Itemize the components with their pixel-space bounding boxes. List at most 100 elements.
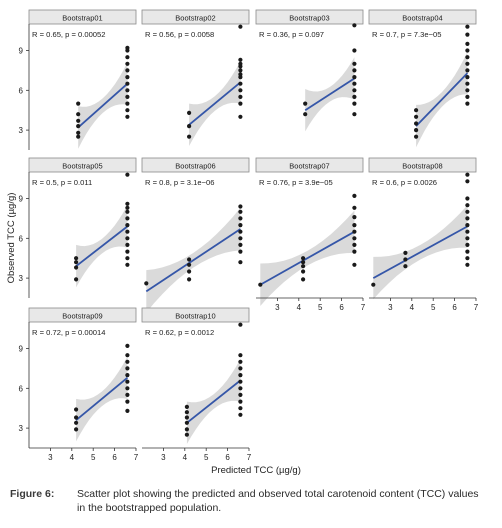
data-point [301, 269, 306, 274]
facet-panel-3: Bootstrap03 R = 0.36, p = 0.097 [255, 9, 364, 132]
data-point [465, 81, 470, 86]
data-point [238, 353, 243, 358]
correlation-annotation: R = 0.65, p = 0.00052 [32, 30, 105, 39]
data-point [465, 249, 470, 254]
y-tick-label: 3 [19, 126, 24, 135]
data-point [184, 404, 189, 409]
data-point [238, 209, 243, 214]
x-tick-label: 6 [339, 303, 344, 312]
data-point [238, 322, 243, 327]
data-point [125, 256, 130, 261]
data-point [125, 223, 130, 228]
x-tick-label: 3 [275, 303, 280, 312]
data-point [301, 256, 306, 261]
data-point [301, 260, 306, 265]
correlation-annotation: R = 0.62, p = 0.0012 [145, 328, 214, 337]
correlation-annotation: R = 0.72, p = 0.00014 [32, 328, 105, 337]
y-tick-label: 6 [19, 234, 24, 243]
data-point [238, 101, 243, 106]
data-point [465, 262, 470, 267]
data-point [125, 81, 130, 86]
facet-strip [28, 307, 137, 323]
data-point [187, 134, 192, 139]
data-point [76, 112, 81, 117]
data-point [125, 359, 130, 364]
data-point [125, 373, 130, 378]
facet-panel-1: Bootstrap01 R = 0.65, p = 0.00052 3 6 9 [19, 9, 137, 150]
data-point [352, 81, 357, 86]
data-point [465, 196, 470, 201]
facet-strip-title: Bootstrap04 [402, 14, 442, 23]
data-point [414, 128, 419, 133]
facet-strip [141, 9, 250, 25]
facet-panel-10: Bootstrap10 R = 0.62, p = 0.0012 3 4 5 6 7 [141, 307, 252, 462]
correlation-annotation: R = 0.8, p = 3.1e−06 [145, 178, 214, 187]
data-point [125, 61, 130, 66]
data-point [184, 410, 189, 415]
facet-strip-title: Bootstrap09 [62, 312, 102, 321]
data-point [465, 229, 470, 234]
data-point [125, 216, 130, 221]
data-point [301, 277, 306, 282]
data-point [465, 256, 470, 261]
data-point [187, 262, 192, 267]
data-point [465, 55, 470, 60]
facet-panel-8: Bootstrap08 R = 0.6, p = 0.0026 3 4 5 6 7 [368, 157, 479, 312]
data-point [465, 88, 470, 93]
regression-line [75, 377, 129, 421]
facet-strip-title: Bootstrap10 [175, 312, 215, 321]
facet-strip [141, 157, 250, 173]
facet-panel-7: Bootstrap07 R = 0.76, p = 3.9e−05 3 4 5 6 7 [255, 157, 366, 312]
data-point [238, 94, 243, 99]
data-point [238, 373, 243, 378]
data-point [238, 114, 243, 119]
data-point [125, 205, 130, 210]
data-point [125, 229, 130, 234]
x-tick-label: 4 [410, 303, 415, 312]
data-point [352, 112, 357, 117]
data-point [371, 282, 376, 287]
data-point [144, 281, 149, 286]
y-tick-label: 6 [19, 86, 24, 95]
data-point [352, 61, 357, 66]
data-point [303, 101, 308, 106]
data-point [125, 108, 130, 113]
data-point [465, 24, 470, 29]
data-point [125, 399, 130, 404]
data-point [352, 193, 357, 198]
data-point [125, 236, 130, 241]
data-point [238, 406, 243, 411]
facet-strip [368, 157, 477, 173]
facet-strip-title: Bootstrap08 [402, 162, 442, 171]
data-point [76, 118, 81, 123]
data-point [465, 75, 470, 80]
data-point [238, 236, 243, 241]
data-point [74, 407, 79, 412]
data-point [125, 386, 130, 391]
x-tick-label: 4 [183, 453, 188, 462]
x-tick-label: 7 [134, 453, 139, 462]
data-point [125, 68, 130, 73]
y-tick-label: 6 [19, 384, 24, 393]
x-tick-label: 5 [431, 303, 436, 312]
data-point [352, 101, 357, 106]
data-point [238, 216, 243, 221]
data-point [238, 57, 243, 62]
y-axis-label: Observed TCC (µg/g) [6, 193, 17, 284]
data-point [187, 277, 192, 282]
y-tick-label: 3 [19, 274, 24, 283]
y-tick-label: 9 [19, 345, 24, 354]
data-point [184, 415, 189, 420]
data-point [74, 277, 79, 282]
data-point [76, 124, 81, 129]
data-point [414, 108, 419, 113]
data-point [238, 392, 243, 397]
data-point [352, 236, 357, 241]
x-tick-label: 6 [225, 453, 230, 462]
data-point [125, 88, 130, 93]
data-point [125, 172, 130, 177]
data-point [352, 262, 357, 267]
data-point [238, 24, 243, 29]
x-tick-label: 6 [112, 453, 117, 462]
